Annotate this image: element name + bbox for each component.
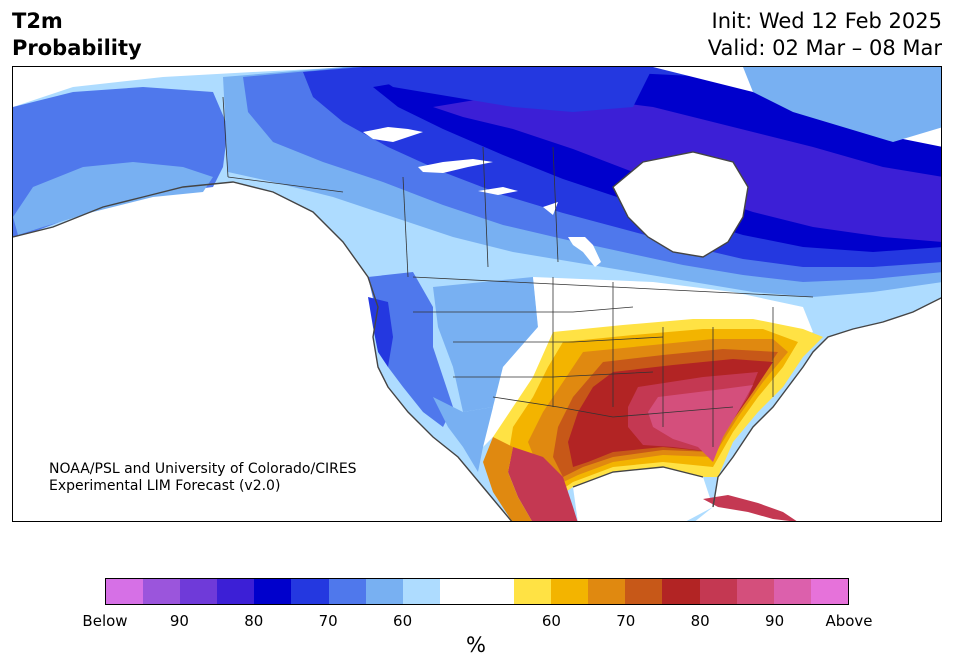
title-line-2: Probability [12, 36, 142, 60]
map-panel [12, 66, 942, 522]
colorbar-segment [402, 579, 440, 604]
alaska-light [13, 162, 213, 235]
colorbar-tick-label: Below [82, 612, 128, 630]
colorbar-segment [514, 579, 552, 604]
colorbar-unit: % [466, 633, 486, 657]
colorbar-tick-label: 60 [393, 612, 413, 630]
great-bear-lake [363, 127, 423, 142]
colorbar-segment [217, 579, 255, 604]
colorbar-segment [625, 579, 663, 604]
colorbar-segment [291, 579, 329, 604]
cuba [703, 495, 797, 521]
mexico-west-blue [433, 397, 493, 472]
lake-athabasca [478, 187, 518, 195]
arctic-islands [363, 67, 653, 112]
mexico-outer [483, 437, 532, 521]
colorbar-tick-label: Above [825, 612, 873, 630]
credit-text: NOAA/PSL and University of Colorado/CIRE… [49, 461, 357, 495]
colorbar-segment [106, 579, 144, 604]
colorbar-tick-label: 60 [541, 612, 561, 630]
warm-pink [648, 385, 753, 462]
map-title: T2m Probability [12, 8, 142, 62]
colorbar-segment [588, 579, 626, 604]
forecast-dates: Init: Wed 12 Feb 2025 Valid: 02 Mar – 08… [708, 8, 942, 62]
credit-line-2: Experimental LIM Forecast (v2.0) [49, 478, 281, 494]
colorbar-tick-label: 80 [244, 612, 264, 630]
title-line-1: T2m [12, 9, 63, 33]
atlantic-ocean [695, 298, 941, 521]
pacific-ocean [13, 182, 512, 521]
hudson-bay-water [613, 152, 748, 257]
gulf-of-mexico [573, 467, 713, 521]
western-us-light [433, 277, 538, 412]
colorbar [105, 578, 849, 605]
probability-map [13, 67, 941, 521]
init-date: Init: Wed 12 Feb 2025 [711, 9, 942, 33]
colorbar-segment [773, 579, 811, 604]
colorbar-segment [365, 579, 403, 604]
colorbar-segment [143, 579, 181, 604]
colorbar-segment [699, 579, 737, 604]
mexico-warm [508, 447, 578, 521]
colorbar-tick-label: 90 [169, 612, 189, 630]
colorbar-segment [551, 579, 589, 604]
credit-line-1: NOAA/PSL and University of Colorado/CIRE… [49, 461, 357, 477]
colorbar-segment [254, 579, 292, 604]
colorbar-segment [662, 579, 700, 604]
valid-range: Valid: 02 Mar – 08 Mar [707, 36, 942, 60]
colorbar-segment [810, 579, 848, 604]
colorbar-tick-label: 80 [690, 612, 710, 630]
colorbar-tick-label: 70 [616, 612, 636, 630]
colorbar-segment [476, 579, 515, 604]
pacific-nw-dark [368, 297, 393, 367]
lake-winnipeg [568, 237, 601, 267]
boundary-lines [222, 96, 814, 447]
reindeer-lake [543, 202, 558, 215]
coastlines [13, 151, 941, 521]
colorbar-segment [328, 579, 366, 604]
colorbar-tick-label: 70 [318, 612, 338, 630]
colorbar-tick-label: 90 [765, 612, 785, 630]
colorbar-segment [180, 579, 218, 604]
colorbar-segment [439, 579, 477, 604]
baffin-blue [743, 67, 941, 142]
colorbar-segment [736, 579, 774, 604]
great-slave-lake [418, 159, 493, 173]
